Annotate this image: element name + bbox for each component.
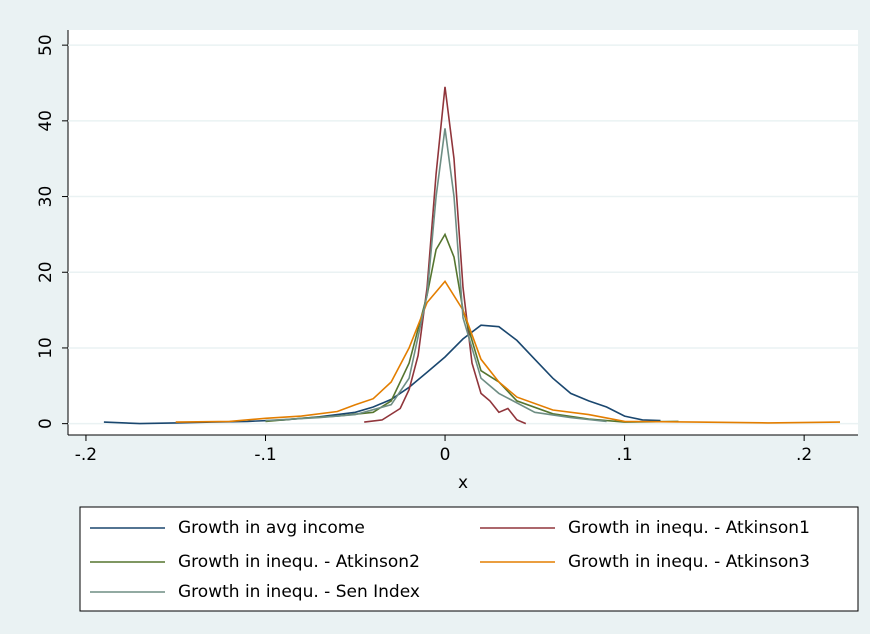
legend	[79, 506, 859, 612]
legend-label: Growth in inequ. - Atkinson1	[568, 518, 810, 538]
x-tick-label: -.2	[75, 445, 97, 465]
x-tick-label: .2	[796, 445, 812, 465]
legend-label: Growth in avg income	[178, 518, 365, 538]
y-tick-label: 50	[36, 34, 56, 56]
y-tick-label: 20	[36, 261, 56, 283]
series-line	[103, 324, 661, 425]
x-tick-label: -.1	[254, 445, 276, 465]
plot-area	[68, 30, 858, 435]
y-tick-label: 0	[36, 418, 56, 429]
series-line	[175, 279, 841, 424]
legend-label: Growth in inequ. - Atkinson3	[568, 552, 810, 572]
x-tick-label: .1	[616, 445, 632, 465]
legend-label: Growth in inequ. - Atkinson2	[178, 552, 420, 572]
y-tick-label: 40	[36, 110, 56, 132]
x-axis-label: x	[458, 473, 468, 493]
series-line	[265, 128, 607, 423]
y-tick-label: 10	[36, 337, 56, 359]
x-tick-label: 0	[440, 445, 451, 465]
series-line	[265, 232, 679, 423]
legend-label: Growth in inequ. - Sen Index	[178, 582, 420, 602]
series-line	[364, 86, 527, 425]
y-tick-label: 30	[36, 186, 56, 208]
